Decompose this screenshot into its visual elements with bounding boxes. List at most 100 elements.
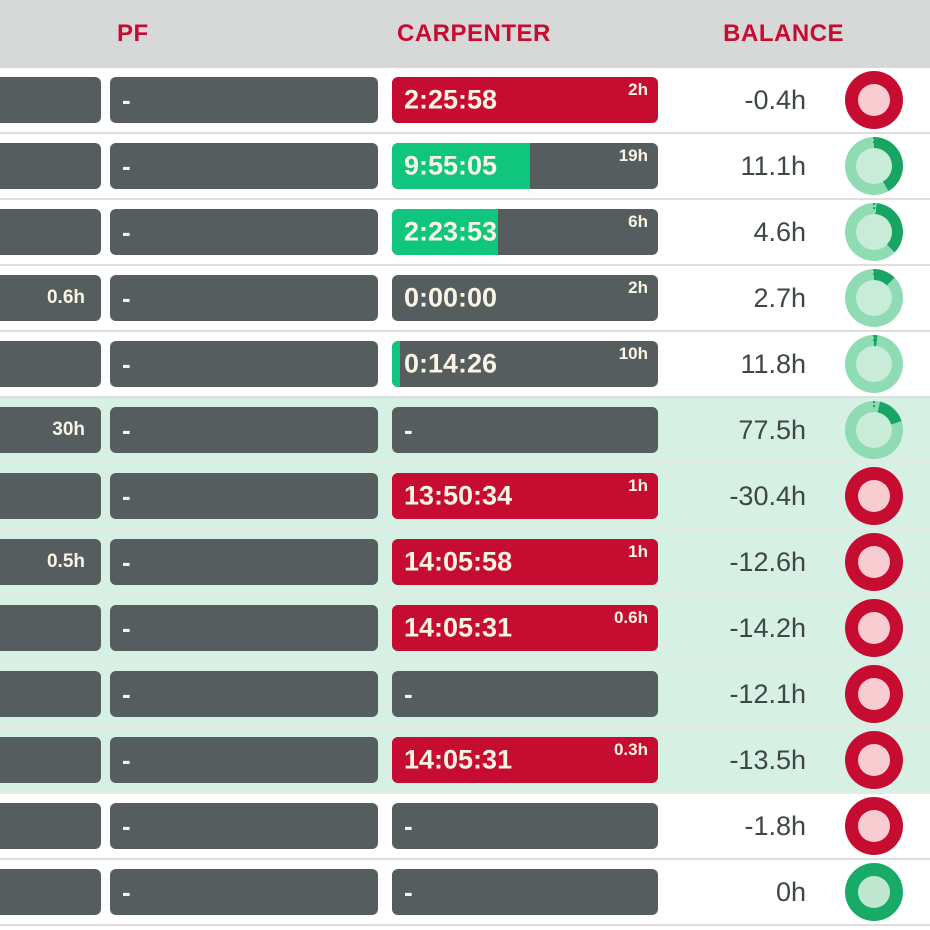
pf-bar: - [110, 341, 378, 387]
time-entry-row[interactable]: - - -1.8h [0, 794, 930, 860]
balance-value: -14.2h [729, 613, 806, 643]
carpenter-limit-badge: 10h [618, 344, 648, 363]
status-donut-icon [845, 533, 903, 591]
carpenter-bar: 0:14:26 10h [392, 341, 658, 387]
left-duration-bar [0, 671, 101, 717]
carpenter-limit-badge: 19h [618, 146, 648, 165]
pf-bar: - [110, 605, 378, 651]
donut-hole [858, 612, 890, 644]
time-entry-row[interactable]: - - 0h [0, 860, 930, 926]
pf-value: - [122, 811, 131, 841]
left-duration-bar [0, 341, 101, 387]
donut-start-tick [873, 401, 875, 409]
carpenter-limit-badge: 1h [628, 476, 648, 495]
carpenter-time-value: 14:05:31 [404, 612, 513, 643]
carpenter-time-value: 14:05:31 [404, 744, 513, 775]
pf-value: - [122, 85, 131, 115]
balance-value: -12.6h [729, 547, 806, 577]
carpenter-bar: - [392, 803, 658, 849]
pf-value: - [122, 547, 131, 577]
pf-bar: - [110, 473, 378, 519]
left-duration-bar [0, 143, 101, 189]
pf-bar: - [110, 737, 378, 783]
carpenter-limit-badge: 2h [628, 80, 648, 99]
donut-hole [856, 346, 892, 382]
donut-hole [858, 84, 890, 116]
donut-start-tick [873, 269, 875, 277]
pf-value: - [122, 613, 131, 643]
carpenter-limit-badge: 0.6h [613, 608, 648, 627]
status-donut-icon [845, 269, 903, 327]
left-duration-bar [0, 77, 101, 123]
time-entry-row[interactable]: - 9:55:05 19h 11.1h [0, 134, 930, 200]
donut-hole [858, 876, 890, 908]
status-donut-icon [845, 71, 903, 129]
left-duration-bar [0, 209, 101, 255]
status-donut-icon [845, 599, 903, 657]
carpenter-progress-fill [392, 77, 658, 123]
carpenter-limit-badge: 6h [628, 212, 648, 231]
time-entry-row[interactable]: - 0:14:26 10h 11.8h [0, 332, 930, 398]
carpenter-limit-badge: 2h [628, 278, 648, 297]
donut-hole [856, 148, 892, 184]
pf-value: - [122, 481, 131, 511]
carpenter-bar: 9:55:05 19h [392, 143, 658, 189]
status-donut-icon [845, 335, 903, 393]
left-duration-label: 0.6h [46, 287, 85, 308]
carpenter-progress-fill [392, 605, 658, 651]
carpenter-progress-fill [392, 341, 400, 387]
balance-value: 11.8h [740, 349, 806, 379]
status-donut-icon [845, 731, 903, 789]
time-entry-row[interactable]: - 14:05:31 0.6h -14.2h [0, 596, 930, 662]
balance-value: -13.5h [729, 745, 806, 775]
left-duration-bar [0, 869, 101, 915]
pf-bar: - [110, 77, 378, 123]
donut-hole [858, 810, 890, 842]
status-donut-icon [845, 137, 903, 195]
pf-value: - [122, 349, 131, 379]
status-donut-icon [845, 467, 903, 525]
pf-bar: - [110, 275, 378, 321]
donut-hole [858, 678, 890, 710]
carpenter-bar: 13:50:34 1h [392, 473, 658, 519]
pf-bar: - [110, 869, 378, 915]
carpenter-value: - [404, 811, 413, 841]
time-entry-row[interactable]: 0.6h - 0:00:00 2h 2.7h [0, 266, 930, 332]
donut-start-tick [873, 335, 875, 343]
column-header-pf: PF [117, 20, 149, 47]
carpenter-time-value: 13:50:34 [404, 480, 513, 511]
donut-hole [858, 546, 890, 578]
time-entry-row[interactable]: - 13:50:34 1h -30.4h [0, 464, 930, 530]
carpenter-progress-fill [392, 539, 658, 585]
carpenter-bar: 14:05:58 1h [392, 539, 658, 585]
status-donut-icon [845, 863, 903, 921]
donut-hole [858, 480, 890, 512]
time-entry-row[interactable]: - 2:25:58 2h -0.4h [0, 68, 930, 134]
time-entry-row[interactable]: - - -12.1h [0, 662, 930, 728]
time-entry-row[interactable]: 0.5h - 14:05:58 1h -12.6h [0, 530, 930, 596]
donut-start-tick [873, 203, 875, 211]
donut-hole [856, 412, 892, 448]
carpenter-time-value: 0:14:26 [404, 348, 498, 379]
column-header-balance: BALANCE [723, 20, 844, 47]
carpenter-progress-fill [392, 737, 658, 783]
time-entry-row[interactable]: 30h - - 77.5h [0, 398, 930, 464]
carpenter-bar: - [392, 869, 658, 915]
balance-value: -0.4h [744, 85, 806, 115]
time-entry-row[interactable]: - 14:05:31 0.3h -13.5h [0, 728, 930, 794]
pf-bar: - [110, 143, 378, 189]
carpenter-progress-fill [392, 473, 658, 519]
table-body: - 2:25:58 2h -0.4h - 9:55:05 19h 11.1h - 2… [0, 68, 930, 926]
carpenter-bar: 2:23:53 6h [392, 209, 658, 255]
pf-bar: - [110, 803, 378, 849]
carpenter-progress-fill [392, 143, 531, 189]
pf-value: - [122, 877, 131, 907]
balance-value: 77.5h [738, 415, 806, 445]
left-duration-bar: 0.5h [0, 539, 101, 585]
left-duration-bar [0, 473, 101, 519]
balance-value: -12.1h [729, 679, 806, 709]
status-donut-icon [845, 401, 903, 459]
carpenter-bar: 14:05:31 0.3h [392, 737, 658, 783]
balance-value: -30.4h [729, 481, 806, 511]
time-entry-row[interactable]: - 2:23:53 6h 4.6h [0, 200, 930, 266]
